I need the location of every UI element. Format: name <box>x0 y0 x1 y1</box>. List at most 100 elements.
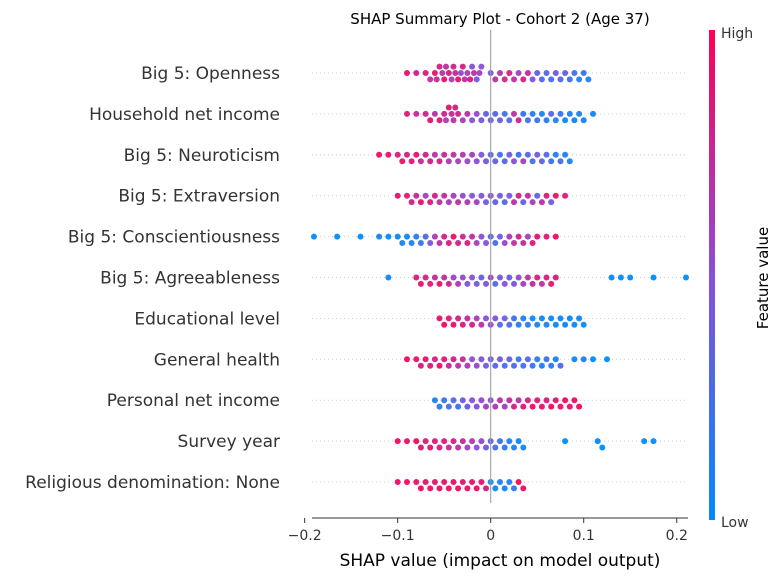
shap-point <box>492 403 499 410</box>
shap-point <box>497 438 503 445</box>
shap-point <box>311 233 317 240</box>
shap-point <box>506 274 513 281</box>
shap-point <box>469 479 476 485</box>
shap-point <box>501 362 508 369</box>
shap-point <box>399 158 406 165</box>
shap-point <box>422 479 429 485</box>
shap-point <box>455 280 462 287</box>
shap-point <box>501 240 508 246</box>
shap-point <box>483 240 489 246</box>
shap-point <box>478 438 485 445</box>
shap-point <box>552 233 559 240</box>
shap-point <box>473 240 480 246</box>
shap-point <box>469 438 476 445</box>
shap-point <box>497 479 503 485</box>
shap-point <box>459 192 466 199</box>
shap-point <box>543 397 550 404</box>
shap-point <box>439 70 446 76</box>
shap-point <box>492 280 499 287</box>
shap-point <box>506 151 513 158</box>
shap-point <box>473 315 480 322</box>
shap-point <box>515 397 522 404</box>
shap-point <box>445 403 452 410</box>
shap-point <box>464 403 471 410</box>
shap-point <box>497 233 503 240</box>
shap-point <box>501 403 508 410</box>
shap-point <box>464 280 471 287</box>
colorbar-low-label: Low <box>721 515 749 531</box>
shap-point <box>515 356 522 363</box>
shap-point <box>394 151 401 158</box>
shap-point <box>445 315 452 322</box>
shap-point <box>571 117 578 124</box>
shap-point <box>552 70 559 76</box>
shap-point <box>469 356 476 363</box>
shap-point <box>515 70 522 76</box>
shap-point <box>599 444 606 451</box>
shap-point <box>445 104 452 111</box>
shap-point <box>464 240 471 246</box>
shap-point <box>590 356 596 363</box>
feature-label: General health <box>154 350 280 370</box>
feature-rows: Big 5: Openness Household net income Big 5… <box>25 64 688 493</box>
shap-point <box>431 397 438 404</box>
shap-point <box>515 274 522 281</box>
shap-point <box>455 444 462 451</box>
x-tick-label: 0.2 <box>666 528 688 544</box>
shap-point <box>450 397 457 404</box>
shap-point <box>455 76 462 83</box>
shap-point <box>552 356 559 363</box>
shap-point <box>417 240 424 246</box>
shap-point <box>404 192 410 199</box>
shap-point <box>469 63 476 70</box>
shap-point <box>422 233 429 240</box>
shap-point <box>492 199 499 206</box>
shap-point <box>552 274 559 281</box>
shap-point <box>571 356 578 363</box>
shap-point <box>511 199 517 206</box>
shap-point <box>422 110 429 117</box>
shap-point <box>524 117 531 124</box>
shap-point <box>497 70 503 76</box>
shap-point <box>399 240 406 246</box>
shap-point <box>455 403 462 410</box>
shap-point <box>483 110 489 117</box>
feature-label: Educational level <box>134 309 280 329</box>
shap-point <box>501 110 508 117</box>
shap-point <box>506 438 513 445</box>
shap-point <box>511 280 517 287</box>
shap-point <box>529 240 536 246</box>
shap-point <box>404 479 410 485</box>
shap-point <box>604 356 610 363</box>
shap-point <box>534 233 541 240</box>
shap-point <box>441 356 448 363</box>
shap-point <box>441 479 448 485</box>
shap-point <box>422 274 429 281</box>
shap-point <box>562 151 569 158</box>
shap-point <box>492 158 499 165</box>
feature-label: Survey year <box>178 432 280 452</box>
shap-point <box>590 110 596 117</box>
shap-point <box>408 158 415 165</box>
shap-point <box>413 233 420 240</box>
shap-point <box>543 70 550 76</box>
shap-point <box>524 274 531 281</box>
shap-point <box>497 321 503 328</box>
shap-point <box>478 63 485 70</box>
shap-point <box>534 397 541 404</box>
shap-point <box>538 403 545 410</box>
shap-point <box>436 485 443 492</box>
x-tick-label: 0.1 <box>573 528 595 544</box>
colorbar-high-label: High <box>721 26 753 42</box>
colorbar-label: Feature value <box>754 227 772 329</box>
shap-point <box>520 110 527 117</box>
shap-point <box>529 76 536 83</box>
shap-point <box>441 397 448 404</box>
shap-point <box>357 233 364 240</box>
shap-point <box>506 70 513 76</box>
shap-point <box>404 356 410 363</box>
shap-point <box>548 76 555 83</box>
shap-point <box>427 485 434 492</box>
shap-point <box>534 151 541 158</box>
feature-label: Big 5: Agreeableness <box>100 269 280 289</box>
